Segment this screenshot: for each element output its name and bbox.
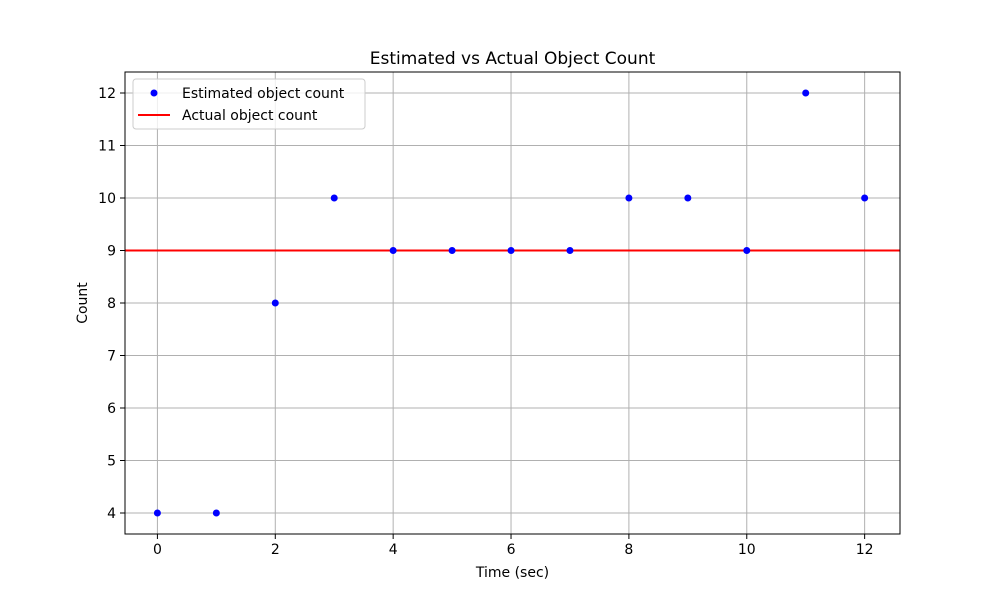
grid xyxy=(125,72,900,534)
x-tick-label: 8 xyxy=(624,542,633,558)
axis-ticks: 0 2 4 6 8 10 12 4 5 6 7 8 9 10 11 12 xyxy=(98,86,873,558)
x-axis-label: Time (sec) xyxy=(475,565,549,581)
estimated-count-point xyxy=(625,194,633,202)
x-tick-label: 6 xyxy=(507,542,516,558)
y-tick-label: 11 xyxy=(98,139,116,155)
plot-data xyxy=(125,89,900,517)
y-tick-label: 6 xyxy=(107,401,116,417)
estimated-count-point xyxy=(802,89,810,97)
chart-title: Estimated vs Actual Object Count xyxy=(370,49,656,69)
y-axis-label: Count xyxy=(75,282,91,324)
legend-box xyxy=(132,78,366,130)
estimated-count-point xyxy=(684,194,692,202)
legend-marker-estimated xyxy=(150,89,158,97)
y-tick-label: 4 xyxy=(107,506,116,522)
y-tick-label: 9 xyxy=(107,244,116,260)
y-tick-label: 7 xyxy=(107,349,116,365)
estimated-count-point xyxy=(743,247,751,254)
estimated-count-point xyxy=(861,194,869,202)
estimated-count-point xyxy=(212,509,220,517)
x-tick-label: 4 xyxy=(389,542,398,558)
y-tick-label: 12 xyxy=(98,86,116,102)
y-tick-label: 10 xyxy=(98,191,116,207)
legend-label-estimated: Estimated object count xyxy=(182,86,345,102)
estimated-count-point xyxy=(271,299,279,307)
estimated-count-point xyxy=(448,247,456,254)
y-tick-label: 5 xyxy=(107,454,116,470)
x-tick-label: 12 xyxy=(856,542,874,558)
x-tick-label: 2 xyxy=(271,542,280,558)
legend: Estimated object count Actual object cou… xyxy=(132,78,366,130)
y-tick-label: 8 xyxy=(107,296,116,312)
estimated-count-point xyxy=(153,509,161,517)
legend-label-actual: Actual object count xyxy=(182,108,318,124)
estimated-count-point xyxy=(507,247,515,254)
estimated-count-point xyxy=(389,247,397,254)
x-tick-label: 10 xyxy=(738,542,756,558)
estimated-count-point xyxy=(566,247,574,254)
x-tick-label: 0 xyxy=(153,542,162,558)
estimated-count-point xyxy=(330,194,338,202)
